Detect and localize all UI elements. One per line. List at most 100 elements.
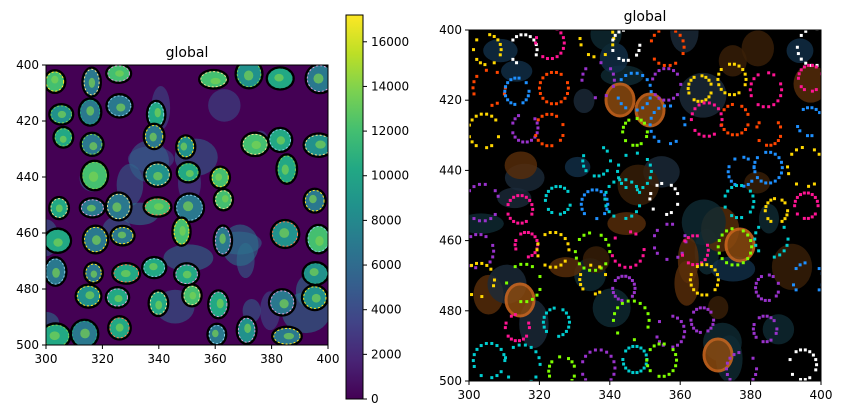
boundary-pixel — [767, 71, 771, 75]
boundary-pixel — [794, 148, 798, 152]
boundary-pixel — [620, 181, 624, 185]
boundary-pixel — [603, 193, 607, 197]
boundary-pixel — [811, 353, 815, 357]
boundary-pixel — [767, 105, 771, 109]
cell-boundary — [50, 198, 68, 218]
boundary-pixel — [624, 366, 628, 370]
colorbar-gradient — [345, 14, 364, 400]
boundary-pixel — [561, 133, 565, 137]
boundary-pixel — [797, 72, 801, 76]
cell-boundary — [303, 263, 328, 284]
boundary-pixel — [544, 329, 548, 333]
boundary-pixel — [737, 64, 741, 68]
boundary-pixel — [594, 268, 598, 272]
boundary-pixel — [717, 251, 721, 255]
boundary-pixel — [616, 306, 620, 310]
boundary-pixel — [676, 192, 680, 196]
boundary-pixel — [532, 38, 536, 42]
boundary-pixel — [681, 52, 685, 56]
cell — [175, 134, 197, 160]
boundary-pixel — [559, 51, 563, 55]
boundary-pixel — [691, 263, 695, 267]
boundary-pixel — [783, 217, 787, 221]
boundary-pixel — [798, 263, 802, 267]
boundary-pixel — [572, 364, 576, 368]
boundary-pixel — [813, 195, 817, 199]
cell-boundary — [208, 324, 226, 345]
boundary-pixel — [584, 354, 588, 358]
boundary-pixel — [655, 228, 659, 232]
boundary-pixel — [698, 330, 702, 334]
boundary-pixel — [780, 198, 784, 202]
boundary-pixel — [534, 41, 538, 45]
boundary-pixel — [624, 106, 628, 110]
cell-nucleus-signal — [149, 132, 157, 142]
boundary-pixel — [566, 189, 570, 193]
boundary-pixel — [627, 369, 631, 373]
boundary-pixel — [567, 315, 571, 319]
boundary-pixel — [730, 185, 734, 189]
boundary-pixel — [545, 100, 549, 104]
boundary-pixel — [746, 182, 750, 186]
boundary-pixel — [734, 216, 738, 220]
boundary-pixel — [603, 53, 607, 57]
cell-boundary — [83, 68, 100, 96]
cell — [271, 325, 303, 345]
boundary-pixel — [641, 73, 645, 77]
boundary-pixel — [794, 267, 798, 271]
boundary-pixel — [513, 102, 517, 106]
boundary-pixel — [806, 191, 810, 195]
boundary-pixel — [475, 74, 479, 78]
boundary-pixel — [645, 181, 649, 185]
cell-nucleus-signal — [149, 262, 158, 271]
boundary-pixel — [799, 33, 803, 37]
boundary-pixel — [570, 360, 574, 364]
boundary-pixel — [785, 213, 789, 217]
boundary-pixel — [642, 248, 646, 252]
boundary-pixel — [669, 211, 673, 215]
boundary-pixel — [543, 233, 547, 237]
boundary-pixel — [607, 243, 611, 247]
boundary-pixel — [709, 91, 713, 95]
boundary-pixel — [620, 301, 624, 305]
boundary-pixel — [555, 55, 559, 59]
boundary-pixel — [484, 341, 488, 345]
cell — [304, 65, 328, 95]
boundary-pixel — [535, 121, 539, 125]
boundary-pixel — [581, 360, 585, 364]
cell-nucleus-signal — [279, 299, 289, 309]
boundary-pixel — [814, 88, 818, 92]
boundary-pixel — [477, 219, 481, 223]
cell-nucleus-signal — [315, 140, 326, 149]
boundary-pixel — [609, 378, 613, 381]
cell-boundary — [46, 324, 70, 345]
boundary-pixel — [499, 48, 503, 52]
boundary-pixel — [483, 182, 487, 186]
boundary-pixel — [635, 151, 639, 155]
boundary-pixel — [624, 216, 628, 220]
boundary-pixel — [559, 263, 563, 267]
boundary-pixel — [700, 99, 704, 103]
cell — [142, 122, 166, 151]
cell-nucleus-signal — [180, 142, 188, 151]
cell-nucleus-signal — [112, 202, 122, 213]
boundary-pixel — [695, 291, 699, 295]
boundary-pixel — [504, 85, 508, 89]
cell-intensity-glow — [592, 288, 631, 328]
boundary-pixel — [652, 33, 656, 37]
boundary-pixel — [690, 112, 694, 116]
boundary-pixel — [496, 38, 500, 42]
boundary-pixel — [754, 290, 758, 294]
boundary-pixel — [469, 135, 471, 139]
boundary-pixel — [491, 255, 495, 259]
cell — [302, 132, 328, 158]
boundary-pixel — [524, 98, 528, 102]
boundary-pixel — [619, 102, 623, 106]
boundary-pixel — [528, 35, 532, 39]
cell-nucleus-signal — [210, 77, 221, 85]
boundary-pixel — [638, 301, 642, 305]
boundary-pixel — [765, 340, 769, 344]
colorbar-tick-label: 16000 — [371, 35, 409, 49]
boundary-pixel — [464, 201, 467, 204]
boundary-pixel — [555, 114, 559, 118]
